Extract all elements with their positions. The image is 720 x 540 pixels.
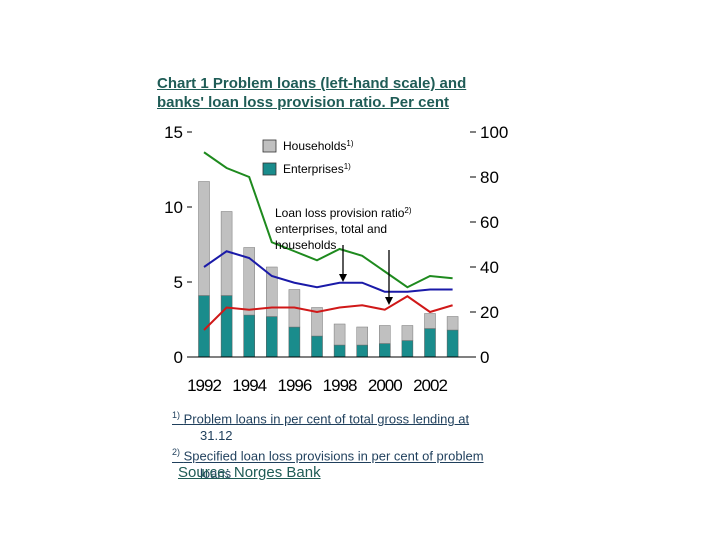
bar-enterprises <box>446 329 459 358</box>
footnote-2: 2) Specified loan loss provisions in per… <box>172 444 517 481</box>
bar-enterprises <box>379 343 391 358</box>
footnote-1: 1) Problem loans in per cent of total gr… <box>172 407 517 444</box>
annotation-arrow-head <box>385 297 393 305</box>
bar-households <box>198 181 210 296</box>
legend-footnote-mark: 1) <box>346 139 353 148</box>
footnote-2-mark: 2) <box>172 447 181 458</box>
bar-households <box>379 325 391 344</box>
bar-households <box>333 323 346 346</box>
source-text: Source: Norges Bank <box>178 464 321 481</box>
bar-enterprises <box>401 340 414 358</box>
legend-swatch-enterprises <box>262 162 277 176</box>
bar-enterprises <box>333 344 346 358</box>
bar-households <box>401 325 414 341</box>
right-tick-label: 60 <box>480 213 499 232</box>
bar-households <box>356 326 368 346</box>
left-axis: 0 5 10 15 <box>164 123 192 367</box>
bar-enterprises <box>311 335 323 358</box>
series-line <box>203 151 453 289</box>
right-tick-label: 0 <box>480 348 489 367</box>
legend-swatch-households <box>262 139 277 153</box>
x-tick-label: 1994 <box>232 376 266 395</box>
legend: Households1) Enterprises1) <box>262 139 354 176</box>
x-tick-label: 1992 <box>187 376 221 395</box>
x-axis: 1992 1994 1996 1998 2000 2002 <box>187 356 470 395</box>
right-axis: 0 20 40 60 80 100 <box>470 123 508 367</box>
bar-enterprises <box>266 316 278 358</box>
annotation-line: Loan loss provision ratio2) <box>275 206 412 220</box>
right-tick-label: 20 <box>480 303 499 322</box>
bar-enterprises <box>356 344 368 358</box>
annotation-footnote-mark: 2) <box>404 206 411 215</box>
chart-title: Chart 1 Problem loans (left-hand scale) … <box>157 75 467 111</box>
bar-enterprises <box>288 326 301 358</box>
footnote-1-mark: 1) <box>172 410 181 420</box>
left-tick-label: 0 <box>174 348 183 367</box>
right-tick-label: 100 <box>480 123 508 142</box>
annotation-line: households <box>275 238 336 252</box>
footnote-1-line1: Problem loans in per cent of total gross… <box>183 411 470 427</box>
footnote-2-line1: Specified loan loss provisions in per ce… <box>183 448 484 464</box>
legend-footnote-mark: 1) <box>344 162 351 171</box>
left-tick-label: 15 <box>164 123 183 142</box>
bar-households <box>243 247 255 316</box>
annotation: Loan loss provision ratio2) enterprises, … <box>275 206 412 305</box>
right-tick-label: 40 <box>480 258 499 277</box>
x-tick-label: 1998 <box>323 376 357 395</box>
left-tick-label: 10 <box>164 198 183 217</box>
x-tick-label: 2002 <box>413 376 447 395</box>
left-tick-label: 5 <box>174 273 183 292</box>
footnote-1-line2: 31.12 <box>200 428 233 444</box>
right-tick-label: 80 <box>480 168 499 187</box>
x-tick-label: 2000 <box>368 376 402 395</box>
legend-label-enterprises: Enterprises1) <box>283 162 351 176</box>
legend-label-households: Households1) <box>283 139 354 153</box>
series-line <box>203 250 453 293</box>
x-tick-label: 1996 <box>277 376 311 395</box>
bar-enterprises <box>243 314 255 358</box>
footnote-2-line2: loans <box>200 465 232 481</box>
line-layer <box>203 151 453 331</box>
annotation-line: enterprises, total and <box>275 222 387 236</box>
bar-households <box>311 307 323 337</box>
bar-households <box>424 313 436 329</box>
series-line <box>203 295 453 331</box>
bar-enterprises <box>220 295 233 358</box>
bar-households <box>266 266 278 317</box>
bar-households <box>446 316 459 331</box>
bar-enterprises <box>424 328 436 358</box>
annotation-arrow-head <box>339 274 347 282</box>
footnotes: 1) Problem loans in per cent of total gr… <box>172 407 517 482</box>
